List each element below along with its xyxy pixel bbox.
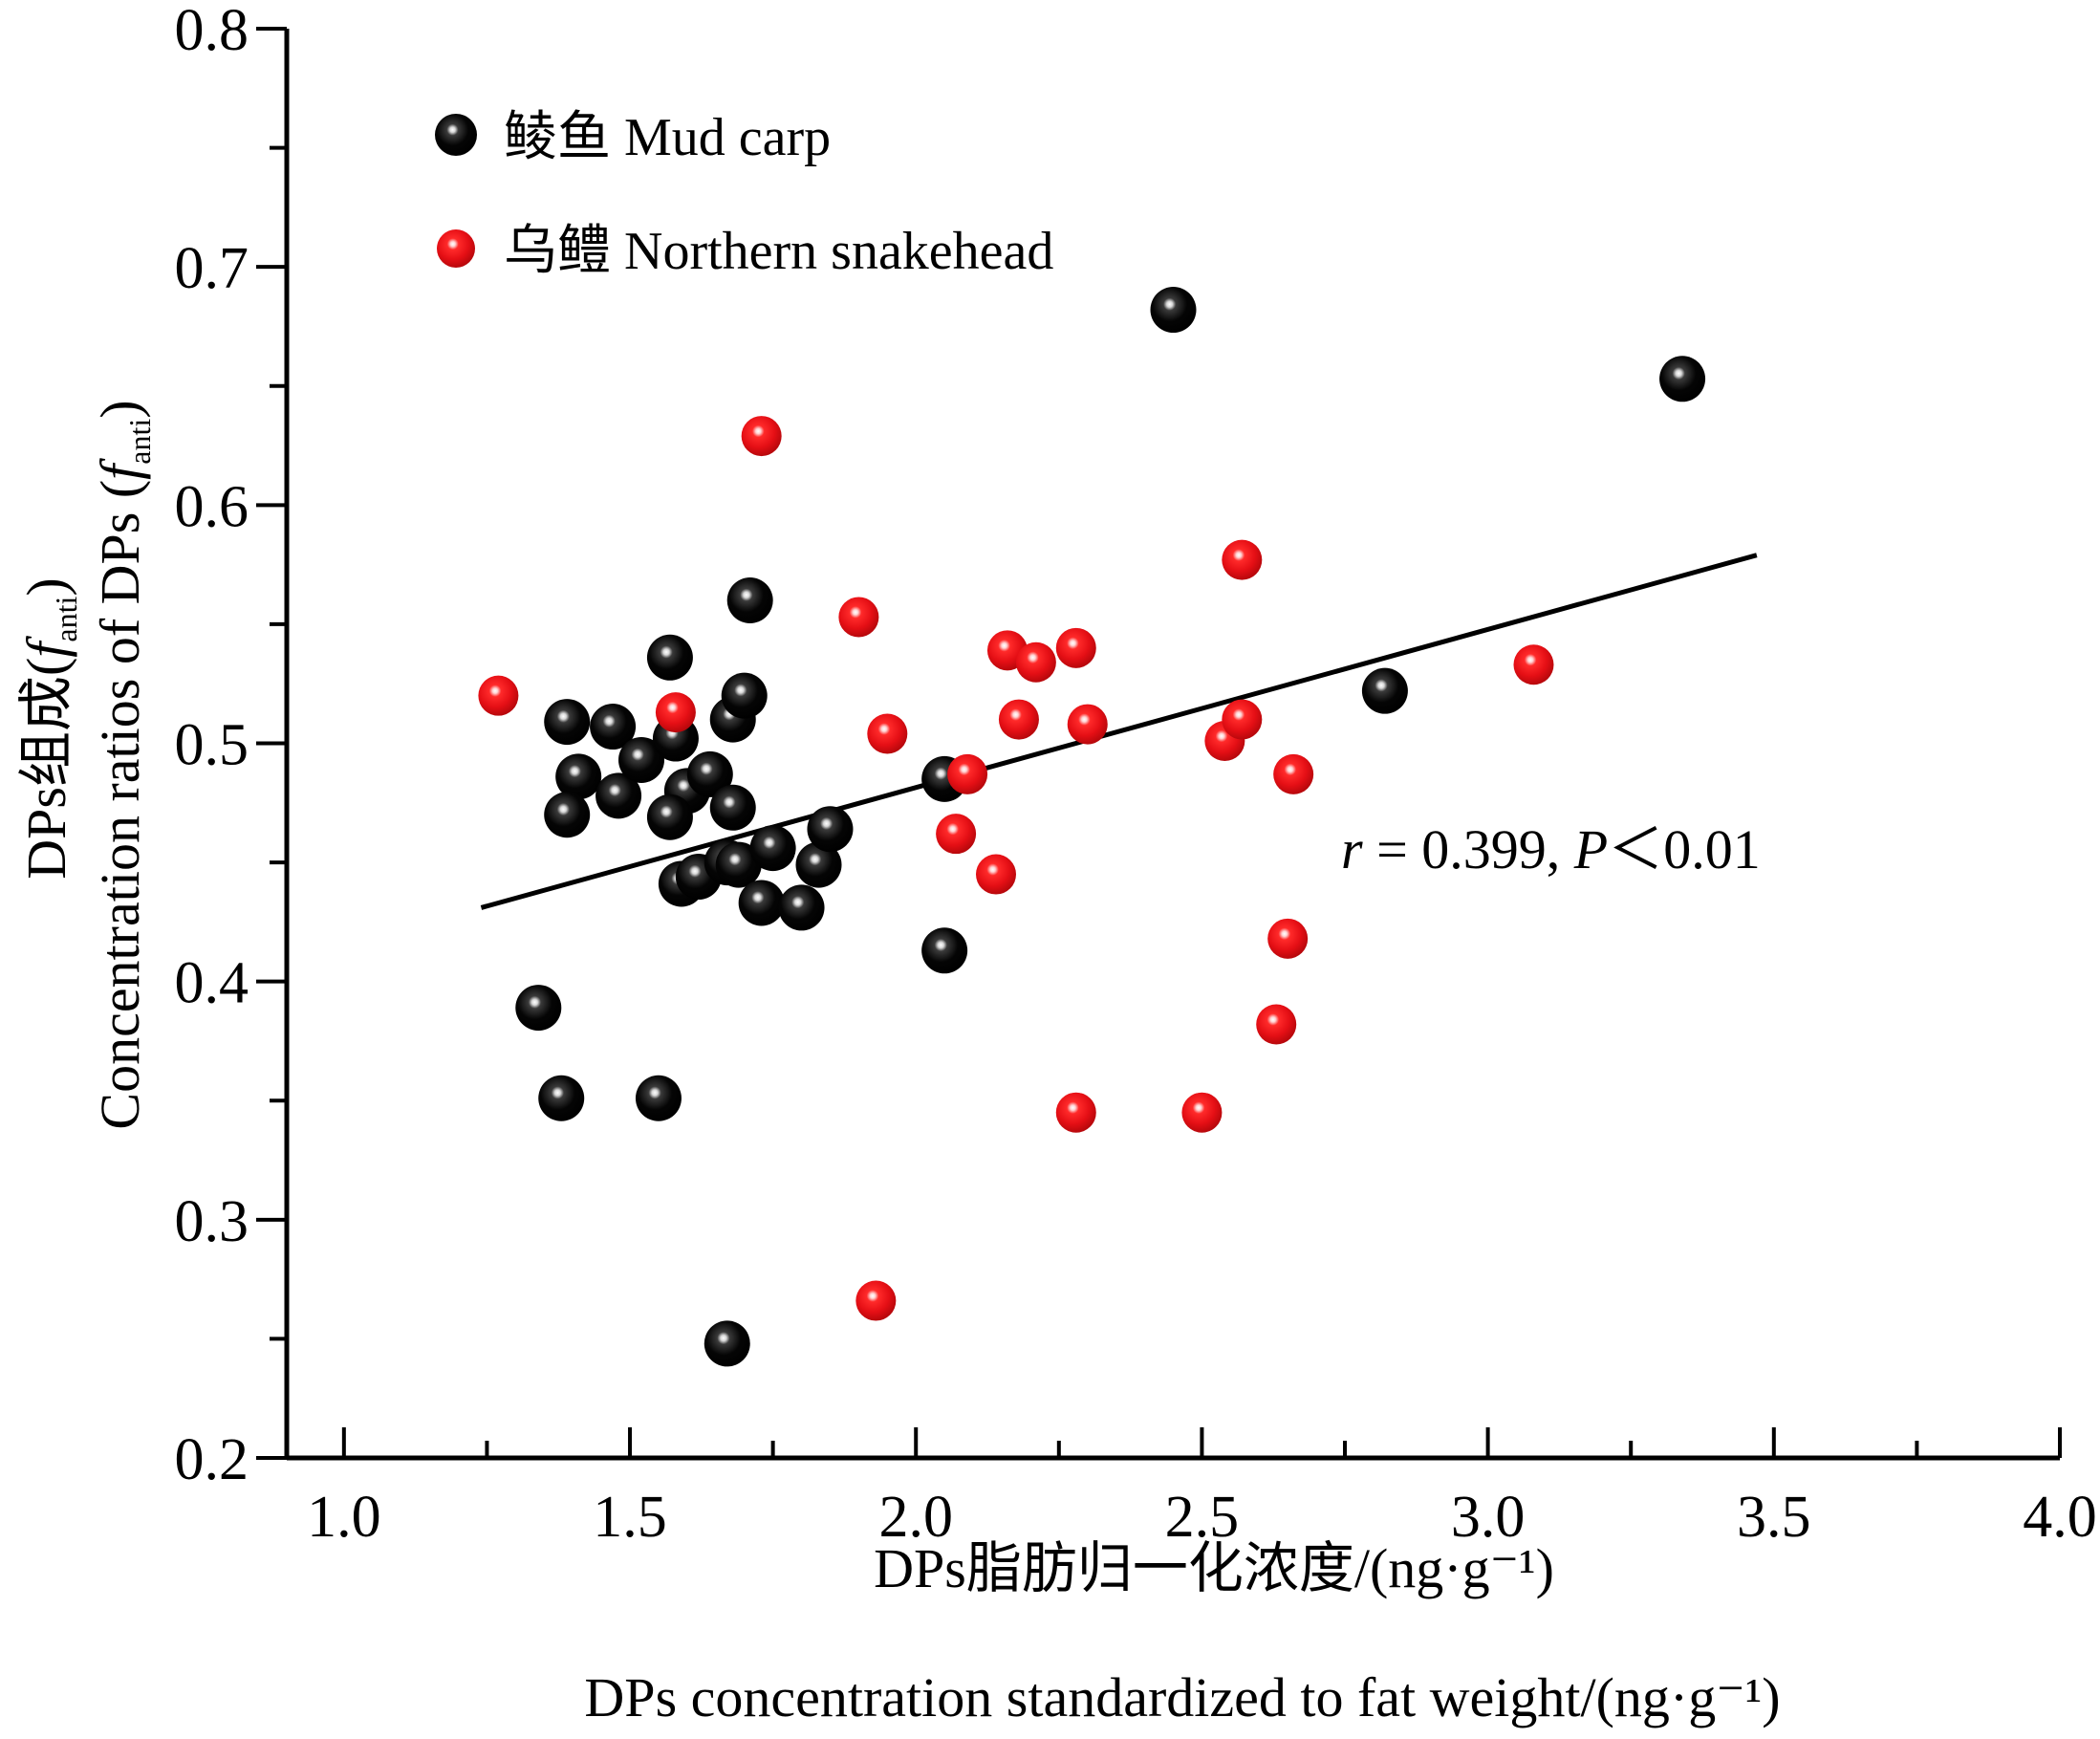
x-tick-label: 1.0 xyxy=(307,1485,381,1550)
point-mud-carp xyxy=(749,825,796,872)
r-value: = 0.399, xyxy=(1363,818,1574,880)
point-northern-snakehead xyxy=(936,814,977,855)
point-mud-carp xyxy=(1659,356,1706,402)
point-northern-snakehead xyxy=(1181,1092,1223,1133)
x-tick-label: 3.0 xyxy=(1451,1485,1526,1550)
point-northern-snakehead xyxy=(867,713,908,754)
point-mud-carp xyxy=(1150,287,1197,334)
point-northern-snakehead xyxy=(838,597,879,638)
legend-marker-northern-snakehead xyxy=(437,229,475,268)
point-northern-snakehead xyxy=(655,692,696,733)
point-northern-snakehead xyxy=(1267,918,1309,959)
x-tick-label: 2.5 xyxy=(1165,1485,1240,1550)
point-mud-carp xyxy=(921,927,968,974)
point-northern-snakehead xyxy=(947,753,988,794)
point-northern-snakehead xyxy=(1256,1004,1297,1045)
point-mud-carp xyxy=(635,1075,682,1121)
point-mud-carp xyxy=(738,880,785,926)
point-northern-snakehead xyxy=(1067,704,1108,745)
point-northern-snakehead xyxy=(1055,1092,1096,1133)
x-tick-label: 1.5 xyxy=(593,1485,667,1550)
x-tick-label: 2.0 xyxy=(878,1485,953,1550)
point-mud-carp xyxy=(715,841,762,888)
x-tick-labels: 1.0 1.5 2.0 2.5 3.0 3.5 4.0 xyxy=(307,1485,2097,1550)
point-northern-snakehead xyxy=(1513,644,1554,685)
point-mud-carp xyxy=(686,750,733,797)
y-title-en-prefix: Concentration ratios of DPs ( xyxy=(89,480,151,1130)
y-title-en-close: ) xyxy=(89,400,151,418)
y-title-en-sub: anti xyxy=(122,419,157,465)
tick-marks xyxy=(256,27,2062,1460)
point-northern-snakehead xyxy=(976,854,1016,895)
point-northern-snakehead xyxy=(1222,539,1263,580)
point-mud-carp xyxy=(807,806,854,853)
point-mud-carp xyxy=(555,753,602,800)
point-northern-snakehead xyxy=(1222,699,1263,740)
data-points xyxy=(478,287,1706,1367)
y-tick-label: 0.8 xyxy=(175,0,249,63)
p-value: ＜0.01 xyxy=(1608,818,1761,880)
fit-line-group xyxy=(480,553,1758,910)
legend: 鲮鱼 Mud carp 乌鳢 Northern snakehead xyxy=(435,108,1053,281)
p-symbol: P xyxy=(1573,818,1608,880)
y-title-zh-prefix: DPs组成( xyxy=(15,658,77,880)
regression-line xyxy=(480,553,1758,910)
point-northern-snakehead xyxy=(1273,753,1314,794)
point-mud-carp xyxy=(721,672,768,719)
y-tick-labels: 0.2 0.3 0.4 0.5 0.6 0.7 0.8 xyxy=(175,0,249,1492)
point-mud-carp xyxy=(595,772,642,819)
point-mud-carp xyxy=(726,577,773,623)
legend-marker-mud-carp xyxy=(435,114,477,156)
y-tick-label: 0.7 xyxy=(175,236,249,301)
y-tick-label: 0.2 xyxy=(175,1427,249,1492)
y-axis-title-en: Concentration ratios of DPs (fanti) xyxy=(89,400,157,1129)
point-northern-snakehead xyxy=(1015,641,1056,683)
y-title-zh-sub: anti xyxy=(49,596,83,641)
legend-label-northern-snakehead: 乌鳢 Northern snakehead xyxy=(504,222,1053,281)
point-mud-carp xyxy=(544,699,591,746)
point-mud-carp xyxy=(795,841,842,888)
point-mud-carp xyxy=(646,793,693,840)
y-tick-label: 0.3 xyxy=(175,1189,249,1254)
x-tick-label: 3.5 xyxy=(1737,1485,1811,1550)
y-tick-label: 0.4 xyxy=(175,951,249,1016)
x-tick-label: 4.0 xyxy=(2023,1485,2097,1550)
r-symbol: r xyxy=(1341,818,1363,880)
y-tick-label: 0.6 xyxy=(175,474,249,539)
point-mud-carp xyxy=(709,784,756,831)
point-mud-carp xyxy=(618,736,664,783)
legend-label-mud-carp: 鲮鱼 Mud carp xyxy=(504,108,831,167)
x-axis-title-zh: DPs脂肪归一化浓度/(ng·g⁻¹) xyxy=(874,1537,1554,1599)
y-tick-label: 0.5 xyxy=(175,713,249,778)
point-northern-snakehead xyxy=(478,675,519,716)
point-mud-carp xyxy=(538,1075,585,1121)
point-mud-carp xyxy=(590,704,637,750)
point-mud-carp xyxy=(515,985,562,1032)
correlation-annotation: r = 0.399, P＜0.01 xyxy=(1341,818,1761,880)
point-mud-carp xyxy=(778,884,825,931)
point-mud-carp xyxy=(646,634,693,681)
point-northern-snakehead xyxy=(998,699,1039,740)
point-mud-carp xyxy=(704,1320,750,1367)
y-title-zh-close: ) xyxy=(15,577,77,596)
point-northern-snakehead xyxy=(855,1280,897,1321)
point-northern-snakehead xyxy=(1055,627,1096,668)
y-axis-title-zh: DPs组成(fanti) xyxy=(15,577,83,879)
point-northern-snakehead xyxy=(741,416,782,457)
x-axis-title-en: DPs concentration standardized to fat we… xyxy=(584,1666,1780,1728)
point-mud-carp xyxy=(1361,667,1408,714)
point-mud-carp xyxy=(544,792,591,838)
